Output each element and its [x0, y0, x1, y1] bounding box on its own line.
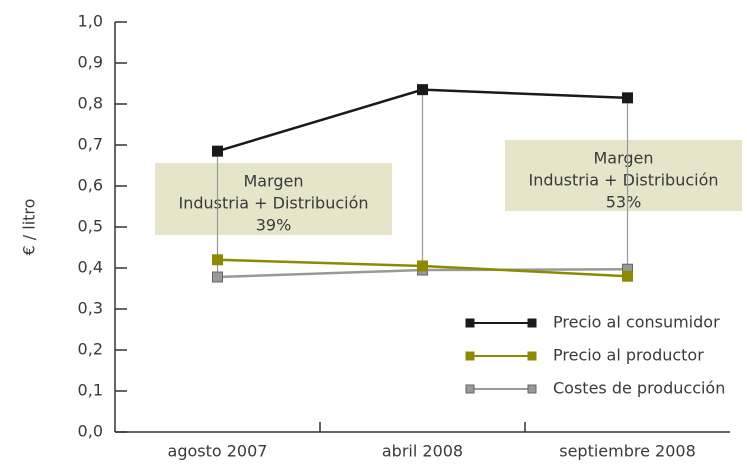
annotation-text: 39% — [256, 216, 292, 235]
annotation-text: Margen — [243, 172, 303, 191]
y-tick-label: 0,4 — [78, 258, 103, 277]
annotation-text: Industria + Distribución — [528, 171, 718, 190]
y-tick-label: 0,5 — [78, 217, 103, 236]
y-tick-label: 0,8 — [78, 94, 103, 113]
point-marker — [622, 270, 633, 282]
legend-marker — [465, 318, 475, 328]
point-marker — [417, 260, 428, 272]
legend-marker — [527, 351, 537, 361]
point-marker — [212, 271, 223, 283]
annotation-text: 53% — [606, 193, 642, 212]
y-tick-label: 0,3 — [78, 299, 103, 318]
annotation-box — [155, 163, 392, 235]
legend-marker — [465, 384, 475, 394]
y-tick-label: 1,0 — [78, 12, 103, 31]
y-tick-label: 0,2 — [78, 340, 103, 359]
legend-label: Costes de producción — [553, 379, 725, 398]
annotation-box — [505, 140, 742, 211]
y-tick-label: 0,0 — [78, 422, 103, 441]
legend-label: Precio al productor — [553, 346, 704, 365]
y-tick-label: 0,7 — [78, 135, 103, 154]
y-tick-label: 0,1 — [78, 381, 103, 400]
legend-marker — [527, 384, 537, 394]
x-tick-label: septiembre 2008 — [559, 442, 696, 461]
annotation-text: Margen — [593, 149, 653, 168]
y-tick-label: 0,6 — [78, 176, 103, 195]
legend-marker — [527, 318, 537, 328]
point-marker — [417, 84, 428, 96]
point-marker — [212, 145, 223, 157]
point-marker — [622, 92, 633, 104]
legend-marker — [465, 351, 475, 361]
x-tick-label: abril 2008 — [382, 442, 463, 461]
legend-label: Precio al consumidor — [553, 313, 720, 332]
y-axis-label: € / litro — [20, 199, 39, 256]
y-tick-label: 0,9 — [78, 53, 103, 72]
annotation-text: Industria + Distribución — [178, 194, 368, 213]
x-tick-label: agosto 2007 — [168, 442, 268, 461]
point-marker — [212, 254, 223, 266]
